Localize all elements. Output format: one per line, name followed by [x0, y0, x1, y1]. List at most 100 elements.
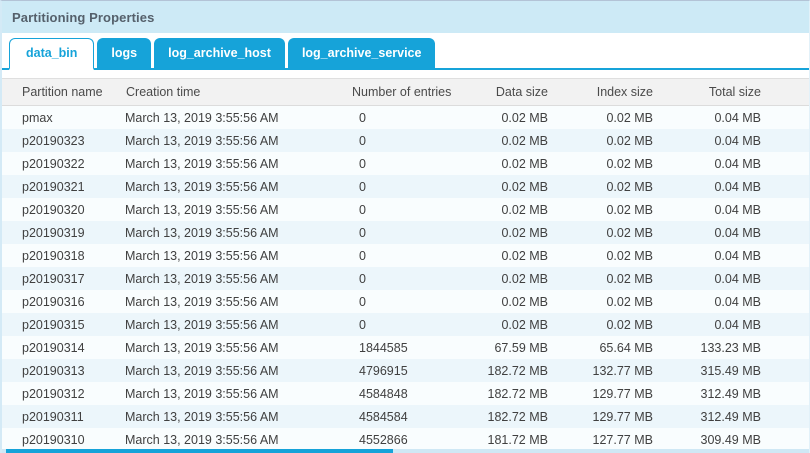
column-header-entries: Number of entries — [352, 78, 482, 106]
cell-total-size: 133.23 MB — [700, 340, 761, 355]
table-row[interactable]: p20190313 March 13, 2019 3:55:56 AM 479691… — [2, 359, 809, 382]
cell-filler — [767, 336, 809, 359]
table-row[interactable]: p20190319 March 13, 2019 3:55:56 AM 0 0.02 … — [2, 221, 809, 244]
table-header-row: Partition name Creation time Number of ent… — [2, 78, 809, 106]
cell-filler — [767, 428, 809, 451]
cell-partition-name: pmax — [22, 110, 53, 125]
table-row[interactable]: pmax March 13, 2019 3:55:56 AM 0 0.02 MB 0.0… — [2, 105, 809, 130]
cell-entries: 0 — [359, 271, 366, 286]
tab-log_archive_host[interactable]: log_archive_host — [154, 38, 285, 68]
cell-entries: 0 — [359, 179, 366, 194]
cell-data-size: 0.02 MB — [501, 110, 548, 125]
cell-total-size: 0.04 MB — [714, 317, 761, 332]
cell-data-size: 67.59 MB — [494, 340, 548, 355]
cell-filler — [767, 313, 809, 336]
cell-index-size: 132.77 MB — [592, 363, 653, 378]
cell-creation-time: March 13, 2019 3:55:56 AM — [125, 202, 279, 217]
cell-index-size: 0.02 MB — [606, 317, 653, 332]
cell-filler — [767, 106, 809, 130]
cell-partition-name: p20190314 — [22, 340, 85, 355]
cell-creation-time: March 13, 2019 3:55:56 AM — [125, 340, 279, 355]
cell-entries: 0 — [359, 294, 366, 309]
table-row[interactable]: p20190315 March 13, 2019 3:55:56 AM 0 0.02 … — [2, 313, 809, 336]
tab-data_bin[interactable]: data_bin — [9, 38, 95, 70]
cell-entries: 0 — [359, 110, 366, 125]
cell-index-size: 0.02 MB — [606, 156, 653, 171]
cell-partition-name: p20190323 — [22, 133, 85, 148]
cell-entries: 1844585 — [359, 340, 408, 355]
cell-creation-time: March 13, 2019 3:55:56 AM — [125, 225, 279, 240]
scrollbar-thumb[interactable] — [6, 449, 394, 453]
table-row[interactable]: p20190321 March 13, 2019 3:55:56 AM 0 0.02 … — [2, 175, 809, 198]
cell-creation-time: March 13, 2019 3:55:56 AM — [125, 317, 279, 332]
column-header-creation-time: Creation time — [125, 78, 352, 106]
cell-partition-name: p20190316 — [22, 294, 85, 309]
panel-title-bar: Partitioning Properties — [2, 1, 809, 33]
cell-index-size: 0.02 MB — [606, 110, 653, 125]
cell-partition-name: p20190310 — [22, 432, 85, 447]
cell-data-size: 0.02 MB — [501, 133, 548, 148]
tab-log_archive_service[interactable]: log_archive_service — [287, 38, 436, 68]
cell-creation-time: March 13, 2019 3:55:56 AM — [125, 248, 279, 263]
cell-entries: 0 — [359, 317, 366, 332]
column-header-partition-name: Partition name — [2, 78, 125, 106]
cell-filler — [767, 175, 809, 198]
table-row[interactable]: p20190322 March 13, 2019 3:55:56 AM 0 0.02 … — [2, 152, 809, 175]
cell-data-size: 0.02 MB — [501, 225, 548, 240]
cell-filler — [767, 359, 809, 382]
column-header-index-size: Index size — [554, 78, 659, 106]
cell-total-size: 312.49 MB — [700, 409, 761, 424]
cell-total-size: 0.04 MB — [714, 133, 761, 148]
table-row[interactable]: p20190316 March 13, 2019 3:55:56 AM 0 0.02 … — [2, 290, 809, 313]
table-row[interactable]: p20190320 March 13, 2019 3:55:56 AM 0 0.02 … — [2, 198, 809, 221]
cell-total-size: 0.04 MB — [714, 202, 761, 217]
cell-index-size: 0.02 MB — [606, 248, 653, 263]
table-row[interactable]: p20190312 March 13, 2019 3:55:56 AM 458484… — [2, 382, 809, 405]
cell-partition-name: p20190313 — [22, 363, 85, 378]
cell-creation-time: March 13, 2019 3:55:56 AM — [125, 294, 279, 309]
cell-data-size: 181.72 MB — [487, 432, 548, 447]
cell-creation-time: March 13, 2019 3:55:56 AM — [125, 432, 279, 447]
column-header-filler — [767, 78, 809, 106]
table-row[interactable]: p20190310 March 13, 2019 3:55:56 AM 455286… — [2, 428, 809, 451]
cell-partition-name: p20190312 — [22, 386, 85, 401]
cell-filler — [767, 290, 809, 313]
cell-index-size: 0.02 MB — [606, 271, 653, 286]
cell-index-size: 129.77 MB — [592, 386, 653, 401]
cell-entries: 4584584 — [359, 409, 408, 424]
table-row[interactable]: p20190311 March 13, 2019 3:55:56 AM 458458… — [2, 405, 809, 428]
cell-index-size: 127.77 MB — [592, 432, 653, 447]
cell-filler — [767, 382, 809, 405]
cell-creation-time: March 13, 2019 3:55:56 AM — [125, 156, 279, 171]
cell-index-size: 129.77 MB — [592, 409, 653, 424]
cell-partition-name: p20190318 — [22, 248, 85, 263]
page-title: Partitioning Properties — [12, 9, 155, 25]
cell-creation-time: March 13, 2019 3:55:56 AM — [125, 363, 279, 378]
cell-total-size: 312.49 MB — [700, 386, 761, 401]
cell-creation-time: March 13, 2019 3:55:56 AM — [125, 110, 279, 125]
table-row[interactable]: p20190314 March 13, 2019 3:55:56 AM 184458… — [2, 336, 809, 359]
cell-data-size: 0.02 MB — [501, 317, 548, 332]
horizontal-scrollbar[interactable] — [2, 449, 809, 453]
cell-total-size: 315.49 MB — [700, 363, 761, 378]
cell-data-size: 182.72 MB — [487, 386, 548, 401]
cell-partition-name: p20190320 — [22, 202, 85, 217]
cell-index-size: 0.02 MB — [606, 133, 653, 148]
table-row[interactable]: p20190317 March 13, 2019 3:55:56 AM 0 0.02 … — [2, 267, 809, 290]
cell-partition-name: p20190319 — [22, 225, 85, 240]
cell-partition-name: p20190321 — [22, 179, 85, 194]
column-header-data-size: Data size — [482, 78, 554, 106]
cell-entries: 0 — [359, 248, 366, 263]
cell-partition-name: p20190315 — [22, 317, 85, 332]
cell-entries: 0 — [359, 225, 366, 240]
cell-data-size: 0.02 MB — [501, 179, 548, 194]
cell-total-size: 0.04 MB — [714, 179, 761, 194]
cell-total-size: 0.04 MB — [714, 156, 761, 171]
table-row[interactable]: p20190323 March 13, 2019 3:55:56 AM 0 0.02 … — [2, 129, 809, 152]
tab-logs[interactable]: logs — [97, 38, 152, 68]
column-header-total-size: Total size — [659, 78, 767, 106]
cell-total-size: 0.04 MB — [714, 294, 761, 309]
cell-partition-name: p20190322 — [22, 156, 85, 171]
cell-filler — [767, 152, 809, 175]
table-row[interactable]: p20190318 March 13, 2019 3:55:56 AM 0 0.02 … — [2, 244, 809, 267]
